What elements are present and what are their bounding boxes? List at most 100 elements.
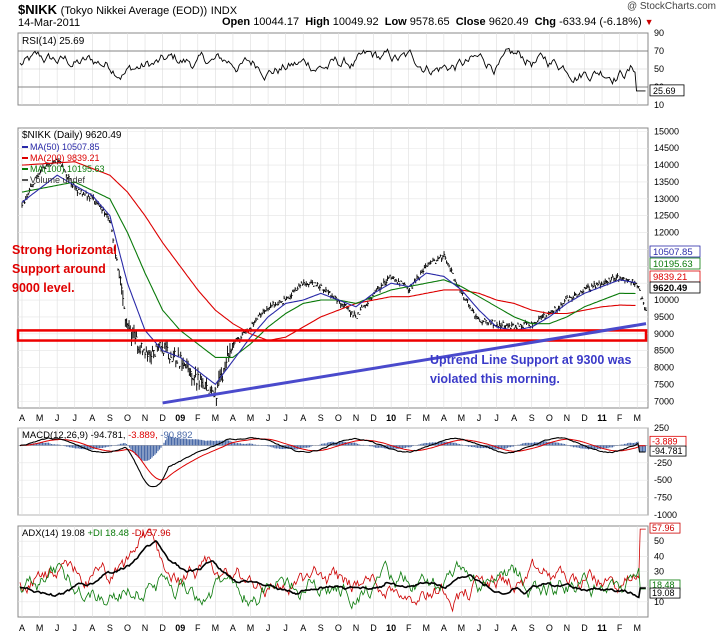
adx-month-label: F xyxy=(195,623,201,633)
adx-last-box xyxy=(649,587,681,599)
adx-month-label: M xyxy=(458,623,466,633)
price-month-label: 10 xyxy=(386,413,396,423)
adx-line xyxy=(19,539,646,599)
macd-signal-line xyxy=(20,438,646,481)
support-zone-box xyxy=(16,329,648,342)
price-month-label: F xyxy=(195,413,201,423)
adx-month-label: D xyxy=(159,623,166,633)
adx-title-main: ADX(14) 19.08 xyxy=(22,528,87,539)
adx-month-label: O xyxy=(546,623,553,633)
macd-last-box xyxy=(649,445,687,457)
adx-month-label: 09 xyxy=(175,623,185,633)
price-month-label: F xyxy=(406,413,412,423)
macd-title: MACD(12,26,9) -94.781, -3.889, -90.892 xyxy=(22,430,193,441)
uptrend-line xyxy=(162,322,647,405)
adx-month-label: 10 xyxy=(386,623,396,633)
adx-month-label: F xyxy=(617,623,623,633)
price-month-label: M xyxy=(36,413,44,423)
rsi-tick-label: 50 xyxy=(654,64,664,74)
adx-title-plus: +DI 18.48 xyxy=(87,528,131,539)
price-last-badge: 9839.21 xyxy=(649,270,701,283)
adx-month-label: S xyxy=(529,623,535,633)
price-month-label: 11 xyxy=(597,413,607,423)
price-month-label: J xyxy=(283,413,288,423)
adx-month-label: A xyxy=(511,623,517,633)
adx-tick-label: 10 xyxy=(654,597,664,607)
price-month-label: M xyxy=(247,413,255,423)
price-tick-label: 14000 xyxy=(654,160,679,170)
macd-title-signal: -3.889, xyxy=(128,430,160,441)
price-last-badge: 9620.49 xyxy=(649,281,701,294)
ma50-line xyxy=(21,174,636,386)
close-value: 9620.49 xyxy=(488,16,529,28)
adx-month-label: A xyxy=(441,623,447,633)
price-month-label: J xyxy=(55,413,60,423)
price-last-badge: 10195.63 xyxy=(649,257,701,270)
macd-tick-label: 250 xyxy=(654,423,669,433)
macd-last-badge: -3.889 xyxy=(649,435,687,447)
price-month-label: N xyxy=(564,413,571,423)
price-tick-label: 13500 xyxy=(654,177,679,187)
adx-month-label: A xyxy=(89,623,95,633)
price-tick-label: 12500 xyxy=(654,211,679,221)
macd-title-main: MACD(12,26,9) -94.781, xyxy=(22,430,128,441)
exchange: INDX xyxy=(210,5,238,17)
adx-month-label: F xyxy=(406,623,412,633)
adx-month-label: A xyxy=(19,623,25,633)
price-tick-label: 13000 xyxy=(654,194,679,204)
price-month-label: S xyxy=(107,413,113,423)
adx-last-badge: 57.96 xyxy=(649,522,681,534)
price-tick-label: 10000 xyxy=(654,295,679,305)
macd-last-value: -3.889 xyxy=(652,436,678,446)
chg-value: -633.94 (-6.18%) xyxy=(559,16,642,28)
plus-di-line xyxy=(19,560,646,610)
price-last-badge: 10507.85 xyxy=(649,245,701,258)
price-month-label: D xyxy=(159,413,166,423)
rsi-tick-label: 10 xyxy=(654,100,664,110)
adx-last-value: 57.96 xyxy=(652,523,675,533)
price-month-label: M xyxy=(633,413,641,423)
quote-date: 14-Mar-2011 xyxy=(18,17,81,29)
price-month-label: D xyxy=(370,413,377,423)
price-last-box xyxy=(649,245,701,258)
quote-line: Open 10044.17 High 10049.92 Low 9578.65 … xyxy=(222,16,654,28)
adx-month-label: M xyxy=(212,623,220,633)
price-title: $NIKK (Daily) 9620.49 xyxy=(22,130,122,141)
adx-month-label: J xyxy=(266,623,271,633)
minus-di-line xyxy=(19,528,646,613)
price-tick-label: 8500 xyxy=(654,346,674,356)
symbol-name: (Tokyo Nikkei Average (EOD)) xyxy=(60,5,208,17)
macd-title-hist: -90.892 xyxy=(160,430,192,441)
price-month-label: A xyxy=(89,413,95,423)
price-month-label: S xyxy=(529,413,535,423)
brand-logo: @ StockCharts.com xyxy=(626,1,716,12)
legend-entry: MA(100) 10195.63 xyxy=(30,164,105,174)
adx-month-label: M xyxy=(247,623,255,633)
price-month-label: S xyxy=(318,413,324,423)
adx-month-label: M xyxy=(36,623,44,633)
macd-tick-label: -500 xyxy=(654,475,672,485)
ma100-line xyxy=(21,181,636,358)
adx-tick-label: 30 xyxy=(654,567,664,577)
adx-title-minus: -DI 57.96 xyxy=(132,528,171,539)
adx-month-label: M xyxy=(633,623,641,633)
adx-month-label: A xyxy=(230,623,236,633)
adx-month-label: S xyxy=(107,623,113,633)
adx-month-label: D xyxy=(370,623,377,633)
ma200-line xyxy=(21,161,636,342)
price-month-label: D xyxy=(581,413,588,423)
price-month-label: J xyxy=(266,413,271,423)
price-month-label: J xyxy=(494,413,499,423)
rsi-last-value: 25.69 xyxy=(653,86,676,96)
close-label: Close xyxy=(455,16,486,28)
support-annotation: Support around xyxy=(12,262,106,276)
open-value: 10044.17 xyxy=(253,16,300,28)
symbol: $NIKK xyxy=(18,2,58,17)
price-panel-vgrid xyxy=(21,128,638,408)
price-month-label: M xyxy=(212,413,220,423)
price-month-label: J xyxy=(72,413,77,423)
price-tick-label: 9000 xyxy=(654,329,674,339)
price-month-label: M xyxy=(458,413,466,423)
price-tick-label: 15000 xyxy=(654,126,679,136)
price-tick-label: 14500 xyxy=(654,143,679,153)
